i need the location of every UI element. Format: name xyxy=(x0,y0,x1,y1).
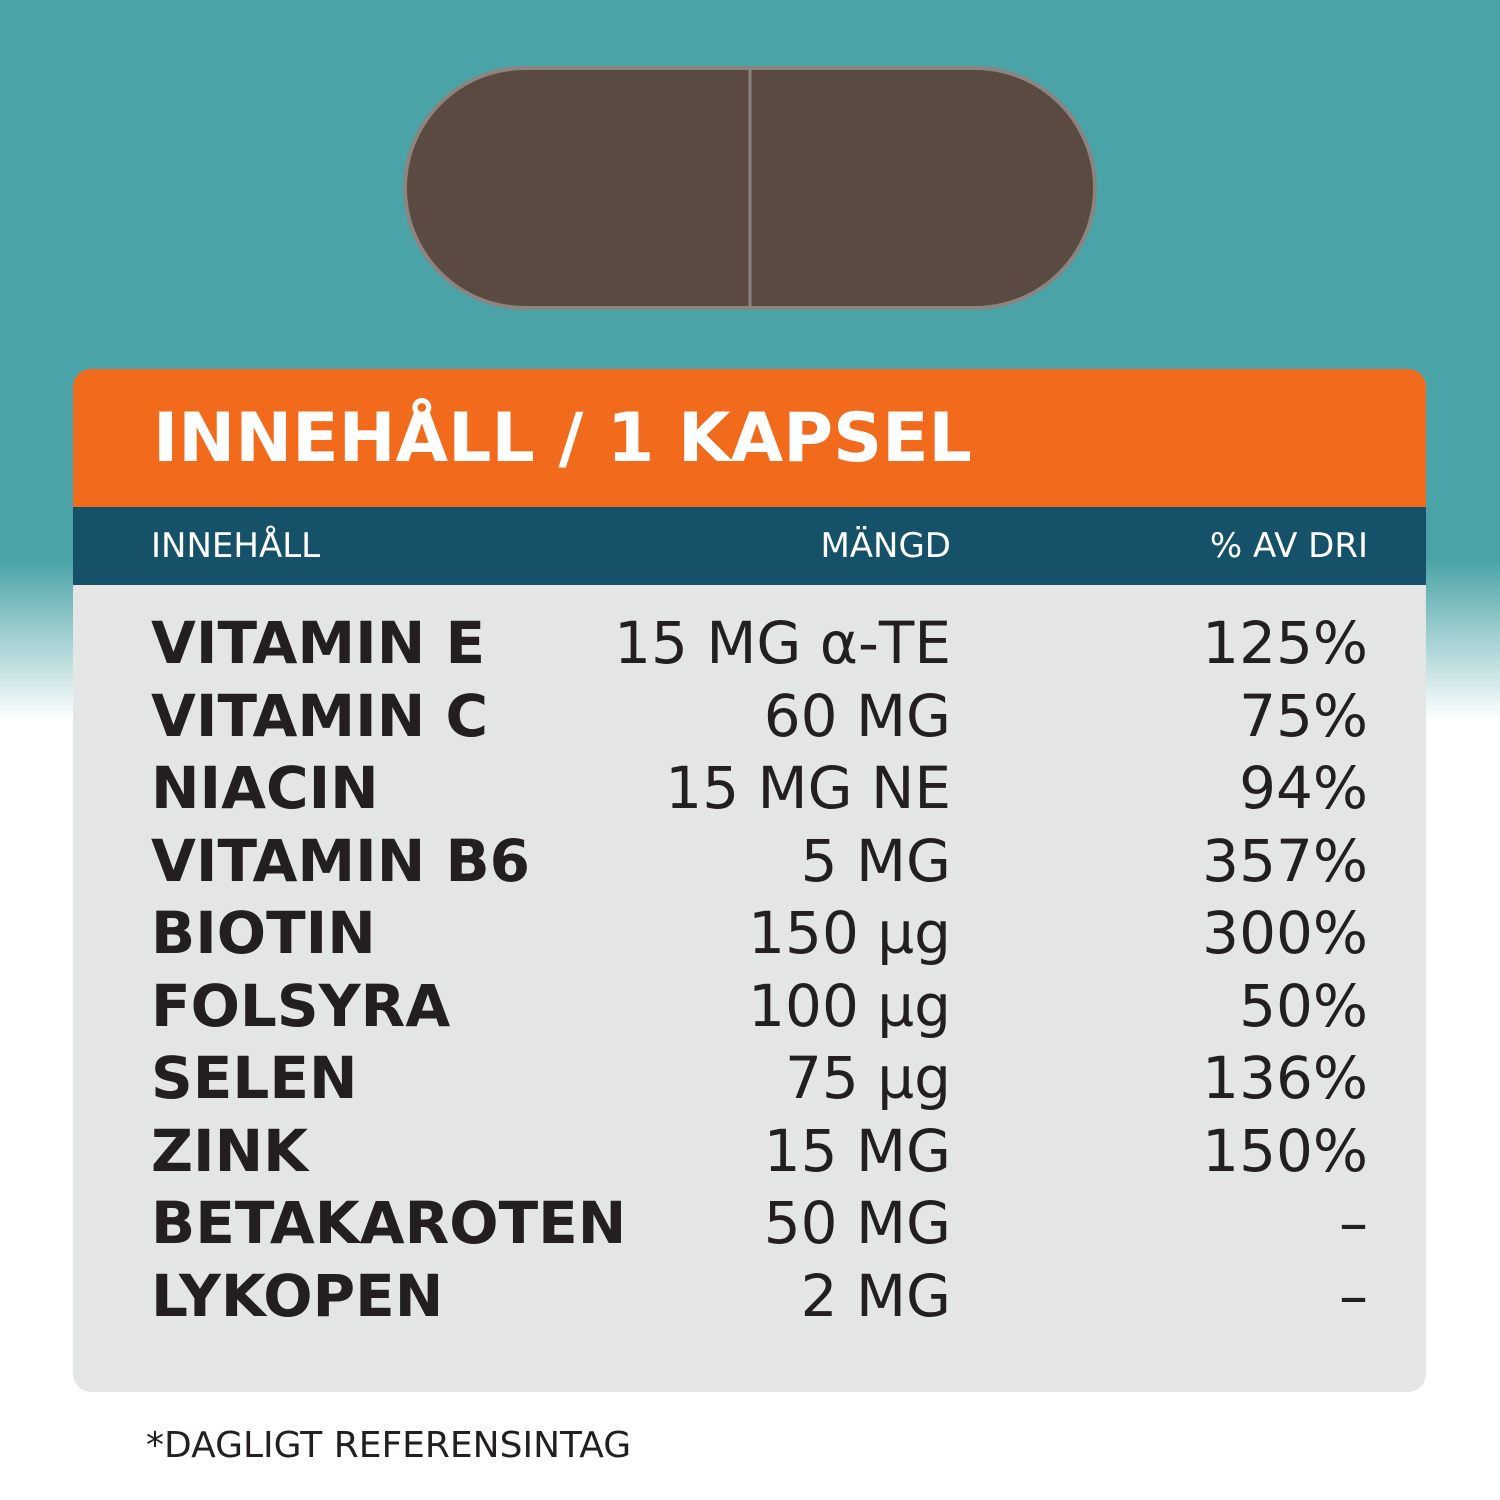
rows: VITAMIN E 15 MG α-TE 125% VITAMIN C 60 MG 75%… xyxy=(73,585,1426,1332)
cell: VITAMIN E xyxy=(151,609,486,677)
title: INNEHÅLL / 1 KAPSEL xyxy=(73,369,1426,507)
cell: 94% xyxy=(1239,754,1368,822)
capsule xyxy=(403,66,1097,310)
cell: 357% xyxy=(1202,826,1368,895)
cell: ZINK xyxy=(151,1116,309,1185)
row: NIACIN 15 MG NE 94% xyxy=(73,752,1426,825)
cell: – xyxy=(1339,1261,1368,1330)
row: VITAMIN C 60 MG 75% xyxy=(73,680,1426,753)
cell: 125% xyxy=(1202,609,1368,677)
cell: 60 MG xyxy=(763,681,951,750)
row: FOLSYRA 100 µg 50% xyxy=(73,970,1426,1043)
column-label: MÄNGD xyxy=(820,526,951,566)
row: VITAMIN B6 5 MG 357% xyxy=(73,825,1426,898)
row: SELEN 75 µg 136% xyxy=(73,1042,1426,1115)
cell: BIOTIN xyxy=(151,899,376,967)
cell: – xyxy=(1339,1189,1368,1257)
cell: 150% xyxy=(1202,1116,1368,1185)
row: ZINK 15 MG 150% xyxy=(73,1115,1426,1188)
row: VITAMIN E 15 MG α-TE 125% xyxy=(73,607,1426,680)
column-label: % AV DRI xyxy=(1209,526,1368,566)
cell: 2 MG xyxy=(800,1261,951,1330)
cell: 50 MG xyxy=(763,1189,951,1257)
row: BIOTIN 150 µg 300% xyxy=(73,897,1426,970)
cell: LYKOPEN xyxy=(151,1261,444,1330)
row: LYKOPEN 2 MG – xyxy=(73,1260,1426,1333)
cell: 100 µg xyxy=(748,971,951,1040)
cell: BETAKAROTEN xyxy=(151,1189,627,1257)
cell: 136% xyxy=(1202,1044,1368,1112)
cell: VITAMIN C xyxy=(151,681,489,750)
cell: 50% xyxy=(1239,971,1368,1040)
card: INNEHÅLL / 1 KAPSEL INNEHÅLL MÄNGD % AV … xyxy=(73,369,1426,1392)
cell: 15 MG α-TE xyxy=(614,609,951,677)
row: BETAKAROTEN 50 MG – xyxy=(73,1187,1426,1260)
footnote: *DAGLIGT REFERENSINTAG xyxy=(146,1425,632,1466)
cell: 150 µg xyxy=(748,899,951,967)
column-label: INNEHÅLL xyxy=(151,526,321,566)
column-header: INNEHÅLL MÄNGD % AV DRI xyxy=(73,507,1426,585)
cell: 75 µg xyxy=(785,1044,951,1112)
cell: SELEN xyxy=(151,1044,358,1112)
cell: 15 MG xyxy=(763,1116,951,1185)
cell: 300% xyxy=(1202,899,1368,967)
cell: NIACIN xyxy=(151,754,379,822)
cell: 15 MG NE xyxy=(665,754,951,822)
cell: 75% xyxy=(1239,681,1368,750)
cell: 5 MG xyxy=(800,826,951,895)
cell: VITAMIN B6 xyxy=(151,826,531,895)
cell: FOLSYRA xyxy=(151,971,451,1040)
